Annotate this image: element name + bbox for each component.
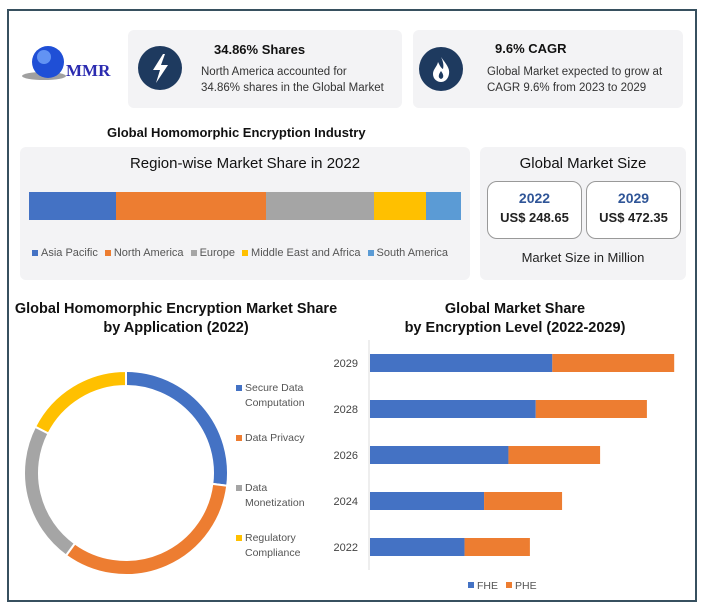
shares-title: 34.86% Shares bbox=[214, 42, 306, 57]
legend-item: Middle East and Africa bbox=[242, 247, 361, 259]
region-segment-south-america bbox=[426, 192, 461, 220]
donut-slice bbox=[33, 369, 127, 435]
donut-legend-item: Regulatory Compliance bbox=[236, 531, 300, 561]
lightning-icon bbox=[138, 46, 182, 90]
legend-item: Europe bbox=[190, 247, 235, 259]
donut-legend-item: Secure Data Computation bbox=[236, 381, 305, 411]
donut-slice bbox=[23, 425, 77, 557]
infographic-frame bbox=[7, 9, 697, 602]
market-size-2029: 2029 US$ 472.35 bbox=[586, 181, 681, 239]
mmr-logo: MMR bbox=[22, 44, 122, 84]
stat-card-cagr: 9.6% CAGR Global Market expected to grow… bbox=[413, 30, 683, 108]
legend-label: PHE bbox=[515, 580, 537, 592]
bar-phe-2022 bbox=[464, 538, 530, 556]
market-size-unit: Market Size in Million bbox=[521, 250, 645, 265]
stat-card-shares: 34.86% Shares North America accounted fo… bbox=[128, 30, 402, 108]
bar-phe-2024 bbox=[484, 492, 563, 510]
bar-phe-2026 bbox=[508, 446, 601, 464]
region-stacked-bar bbox=[29, 192, 461, 220]
globe-logo-icon: MMR bbox=[22, 46, 111, 80]
donut-legend-item: Data Privacy bbox=[236, 431, 305, 461]
application-chart-title: Global Homomorphic Encryption Market Sha… bbox=[14, 301, 338, 336]
bar-fhe-2026 bbox=[370, 446, 509, 464]
y-tick-label: 2029 bbox=[334, 358, 358, 370]
legend-label: FHE bbox=[477, 580, 498, 592]
industry-title: Global Homomorphic Encryption Industry bbox=[107, 125, 366, 140]
y-tick-label: 2028 bbox=[334, 404, 358, 416]
svg-text:MMR: MMR bbox=[66, 61, 111, 80]
encryption-chart-title: Global Market Share by Encryption Level (… bbox=[404, 301, 626, 336]
legend-item: North America bbox=[104, 247, 184, 259]
flame-icon bbox=[419, 47, 463, 91]
bar-phe-2029 bbox=[552, 354, 675, 372]
region-legend: Asia Pacific North America Europe Middle Ea… bbox=[32, 247, 455, 259]
legend-item: South America bbox=[367, 247, 448, 259]
market-size-title: Global Market Size bbox=[519, 155, 647, 172]
region-segment-europe bbox=[266, 192, 375, 220]
market-size-2022: 2022 US$ 248.65 bbox=[487, 181, 582, 239]
bar-fhe-2028 bbox=[370, 400, 536, 418]
y-tick-label: 2026 bbox=[334, 450, 358, 462]
donut-legend-item: Data Monetization bbox=[236, 481, 305, 511]
encryption-bar-chart: 2029 2028 2026 2024 2022 FHE PHE bbox=[334, 340, 675, 592]
donut-slice bbox=[64, 482, 229, 576]
market-size-card: Global Market Size 2022 US$ 248.65 2029 … bbox=[480, 147, 686, 280]
y-tick-label: 2022 bbox=[334, 542, 358, 554]
legend-item: Asia Pacific bbox=[32, 247, 98, 259]
bar-phe-2028 bbox=[535, 400, 647, 418]
cagr-description: Global Market expected to grow at CAGR 9.… bbox=[487, 66, 663, 94]
region-chart-title: Region-wise Market Share in 2022 bbox=[129, 155, 361, 172]
shares-description: North America accounted for 34.86% shares… bbox=[201, 66, 384, 94]
region-segment-middle-east-and-africa bbox=[374, 192, 427, 220]
application-donut-chart bbox=[23, 369, 229, 576]
donut-slice bbox=[125, 369, 229, 487]
bar-fhe-2029 bbox=[370, 354, 553, 372]
region-segment-north-america bbox=[115, 192, 267, 220]
y-tick-label: 2024 bbox=[334, 496, 358, 508]
cagr-title: 9.6% CAGR bbox=[495, 41, 567, 56]
legend-swatch bbox=[506, 582, 512, 588]
legend-swatch bbox=[468, 582, 474, 588]
region-segment-asia-pacific bbox=[29, 192, 116, 220]
bar-fhe-2024 bbox=[370, 492, 485, 510]
bar-fhe-2022 bbox=[370, 538, 465, 556]
region-share-card: Region-wise Market Share in 2022 Asia Pa… bbox=[20, 147, 470, 280]
